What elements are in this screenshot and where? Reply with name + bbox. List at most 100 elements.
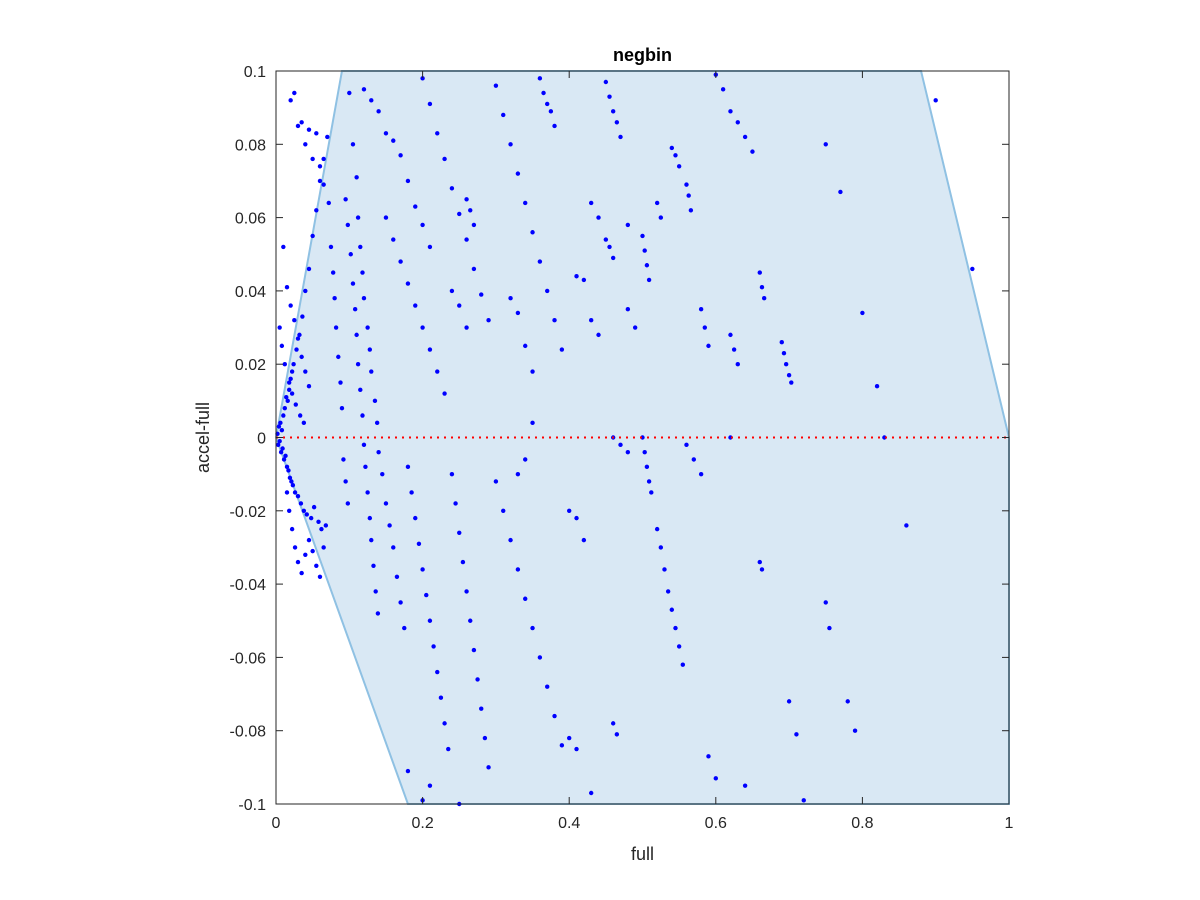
data-point [297,413,303,418]
axis-ticks: 0 0.2 0.4 0.6 0.8 1 -0.1 -0.08 -0.06 -0.04 -0.02 0 0… [230,64,1014,832]
y-tick-label: -0.08 [230,724,267,741]
data-point [317,164,323,169]
data-point [284,285,290,290]
data-point [291,362,296,367]
data-point [427,618,433,623]
data-point [286,468,291,473]
data-point [552,713,557,719]
data-point [644,464,650,470]
data-point [338,380,343,385]
data-point [574,746,579,752]
data-point [642,449,647,455]
data-point [486,318,491,323]
data-point [289,391,295,396]
x-tick-label: 1 [1005,815,1014,832]
data-point [882,435,887,440]
data-point [523,457,528,462]
data-point [545,101,550,107]
data-point [308,515,314,521]
data-point [457,530,462,535]
data-point [420,325,425,330]
data-point [794,732,799,737]
data-point [464,589,469,594]
data-point [311,504,317,510]
data-point [530,420,535,426]
data-point [281,413,286,418]
y-axis-label: accel-full [193,402,213,473]
data-point [333,325,339,330]
data-point [698,307,704,312]
data-point [369,98,374,103]
data-point [405,178,411,184]
data-point [299,354,304,360]
data-point [383,215,389,220]
data-point [350,142,356,147]
data-point [607,244,612,250]
x-tick-label: 0 [272,815,281,832]
data-point [306,537,312,543]
data-point [523,343,528,349]
data-point [290,482,296,488]
data-point [285,398,290,404]
data-point [343,197,348,202]
data-point [310,233,315,239]
data-point [541,90,546,96]
data-point [294,347,299,352]
data-point [398,153,403,158]
data-point [706,754,711,759]
data-point [293,402,298,407]
data-point [676,164,682,169]
data-point [295,493,301,499]
data-point [298,501,304,506]
data-point [310,156,315,162]
data-point [515,171,521,176]
data-point [281,244,286,250]
data-point [306,383,312,389]
data-point [286,380,292,385]
data-point [278,420,283,426]
data-point [515,567,521,572]
y-tick-label: -0.06 [230,650,267,667]
data-point [493,479,499,484]
data-point [367,515,373,521]
data-point [372,398,378,404]
data-point [345,222,351,228]
data-point [292,90,297,96]
data-point [317,178,323,184]
x-tick-label: 0.2 [411,815,433,832]
data-point [431,644,436,649]
data-point [610,255,616,261]
data-point [300,314,305,319]
data-point [280,446,285,451]
data-point [735,120,740,125]
x-tick-label: 0.4 [558,815,580,832]
data-point [686,193,691,198]
data-point [297,332,302,338]
data-point [375,611,381,616]
data-point [354,175,359,180]
data-point [361,87,367,92]
data-point [501,508,506,513]
data-point [299,120,304,125]
data-point [933,98,938,103]
data-point [610,109,616,114]
data-point [303,288,308,294]
data-point [486,765,491,770]
data-point [360,270,365,275]
data-point [360,413,365,418]
data-point [457,211,462,217]
data-point [845,699,850,704]
data-point [446,746,451,752]
data-point [545,684,550,689]
data-point [284,490,290,495]
data-point [574,274,579,279]
data-point [325,134,330,140]
data-point [292,318,297,323]
data-point [567,735,572,741]
data-point [742,134,748,140]
data-point [405,281,411,286]
data-point [618,134,623,140]
data-point [420,222,425,228]
data-point [786,372,792,378]
data-point [365,325,370,330]
